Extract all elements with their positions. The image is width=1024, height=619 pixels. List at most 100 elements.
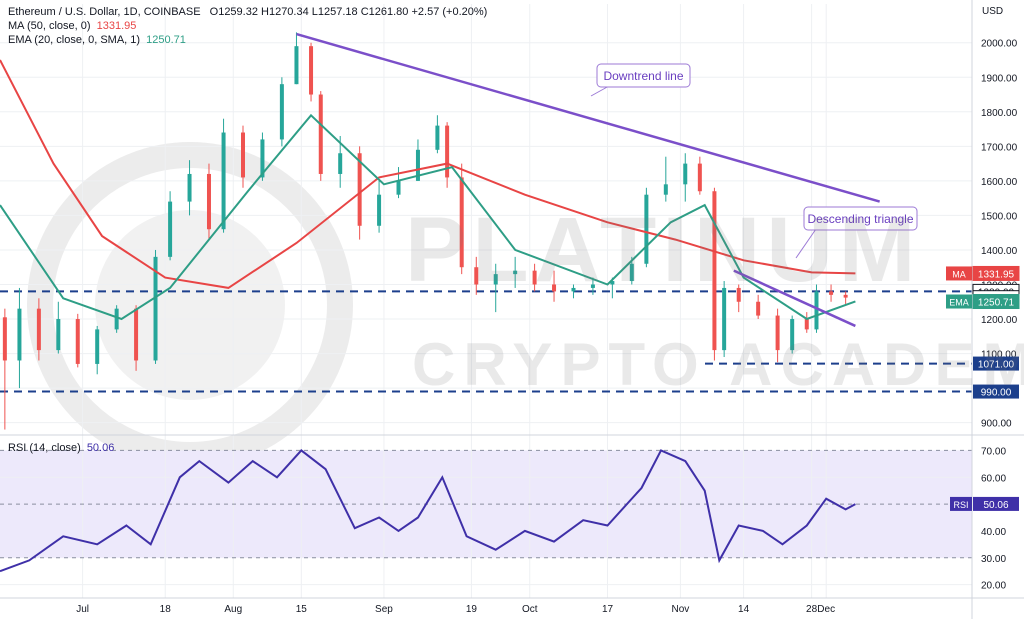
ema-20-line <box>0 113 856 321</box>
candle-body <box>629 263 634 282</box>
candle-body <box>790 319 795 351</box>
candle-body <box>722 287 727 351</box>
date-tick-label: 28 <box>806 604 818 615</box>
candle-body <box>134 308 139 361</box>
price-tag-box <box>972 265 1020 281</box>
candle-body <box>377 194 382 226</box>
downtrend-line <box>296 32 881 203</box>
ma-legend-value: 1331.95 <box>96 20 137 32</box>
candle-body <box>357 153 362 226</box>
candle-body <box>532 270 537 285</box>
price-tick-label: 1500.00 <box>981 211 1018 222</box>
rsi-tick-label: 30.00 <box>981 554 1006 565</box>
candle-body <box>712 191 717 351</box>
rsi-tag-name: RSI <box>953 500 968 510</box>
ema-legend-value: 1250.71 <box>146 34 186 46</box>
candle-body <box>644 194 649 264</box>
candle-body <box>756 301 761 316</box>
candle-body <box>552 284 557 292</box>
support-levels-layer <box>0 290 972 393</box>
rsi-line <box>0 449 856 573</box>
candle-body <box>459 177 464 268</box>
candle-body <box>435 125 440 150</box>
ma-legend[interactable]: MA (50, close, 0) 1331.95 <box>8 20 136 33</box>
candle-body <box>590 284 595 288</box>
candle-body <box>396 180 401 195</box>
date-tick-label: Jul <box>76 604 89 615</box>
candle-body <box>318 94 323 174</box>
candle-body <box>294 46 299 85</box>
triangle-annotation-text: Descending triangle <box>807 212 913 226</box>
price-tags-layer: MA1331.951280.001261.80EMA1250.711071.00… <box>946 265 1020 511</box>
trendlines-layer: Downtrend line Descending triangle <box>296 32 918 328</box>
candle-body <box>804 319 809 330</box>
price-tick-label: 1200.00 <box>981 315 1018 326</box>
price-tag-name: EMA <box>949 298 969 308</box>
price-tick-label: 2000.00 <box>981 39 1018 50</box>
candle-body <box>17 308 22 361</box>
candle-body <box>153 256 158 361</box>
descending-triangle-line <box>733 269 856 328</box>
date-tick-label: Aug <box>224 604 242 615</box>
date-tick-label: 18 <box>160 604 172 615</box>
candle-body <box>168 201 173 257</box>
level-tag-box <box>973 356 1019 371</box>
date-tick-label: Sep <box>375 604 393 615</box>
candle-body <box>775 315 780 351</box>
price-tag-name-box <box>946 294 972 309</box>
candles-layer <box>2 32 848 430</box>
triangle-annotation-pointer <box>795 228 817 259</box>
candle-body <box>56 319 61 351</box>
candle-body <box>736 287 741 302</box>
price-tag-name-box <box>946 266 972 281</box>
candle-body <box>814 291 819 330</box>
candle-body <box>75 319 80 364</box>
indicator-lines-layer <box>0 59 856 573</box>
candle-body <box>474 267 479 285</box>
candle-body <box>309 46 314 95</box>
rsi-tick-label: 20.00 <box>981 581 1006 592</box>
candle-body <box>445 125 450 178</box>
candle-body <box>260 139 265 178</box>
candle-body <box>843 294 848 298</box>
candle-body <box>415 149 420 181</box>
ema-legend[interactable]: EMA (20, close, 0, SMA, 1) 1250.71 <box>8 34 186 47</box>
candle-body <box>697 163 702 192</box>
rsi-tag-name-box <box>950 496 972 511</box>
candle-body <box>114 308 119 330</box>
watermark-emblem-core <box>95 210 285 400</box>
level-tag-box <box>973 384 1019 399</box>
candle-body <box>187 173 192 202</box>
price-tag-name: MA <box>952 269 966 279</box>
candle-body <box>493 274 498 285</box>
rsi-tag-box <box>973 496 1019 511</box>
candle-body <box>95 329 100 364</box>
chart-title: Ethereum / U.S. Dollar, 1D, COINBASE O12… <box>8 6 487 19</box>
price-tick-label: 1400.00 <box>981 246 1018 257</box>
downtrend-annotation-text: Downtrend line <box>603 69 683 83</box>
price-tag-box <box>972 294 1020 310</box>
candle-body <box>241 132 245 178</box>
rsi-legend-label: RSI (14, close) <box>8 442 81 454</box>
candle-body <box>279 84 284 140</box>
triangle-annotation-box <box>803 206 918 231</box>
level-tag-value: 1071.00 <box>978 360 1015 371</box>
candle-body <box>571 287 576 292</box>
candle-body <box>2 317 7 361</box>
price-tick-label: 1900.00 <box>981 73 1018 84</box>
candle-body <box>513 270 518 275</box>
rsi-legend[interactable]: RSI (14, close) 50.06 <box>8 442 114 455</box>
rsi-tick-label: 70.00 <box>981 446 1006 457</box>
date-tick-label: Dec <box>817 604 835 615</box>
date-tick-label: Oct <box>522 604 538 615</box>
ma-legend-label: MA (50, close, 0) <box>8 20 91 32</box>
ohlc-values: O1259.32 H1270.34 L1257.18 C1261.80 +2.5… <box>209 6 488 18</box>
date-tick-label: 17 <box>602 604 614 615</box>
title-text: Ethereum / U.S. Dollar, 1D, COINBASE <box>8 6 201 18</box>
candle-body <box>338 153 343 174</box>
date-tick-label: 19 <box>466 604 478 615</box>
rsi-tick-label: 60.00 <box>981 473 1006 484</box>
candle-body <box>221 132 226 230</box>
price-tick-label: 1100.00 <box>981 350 1017 361</box>
